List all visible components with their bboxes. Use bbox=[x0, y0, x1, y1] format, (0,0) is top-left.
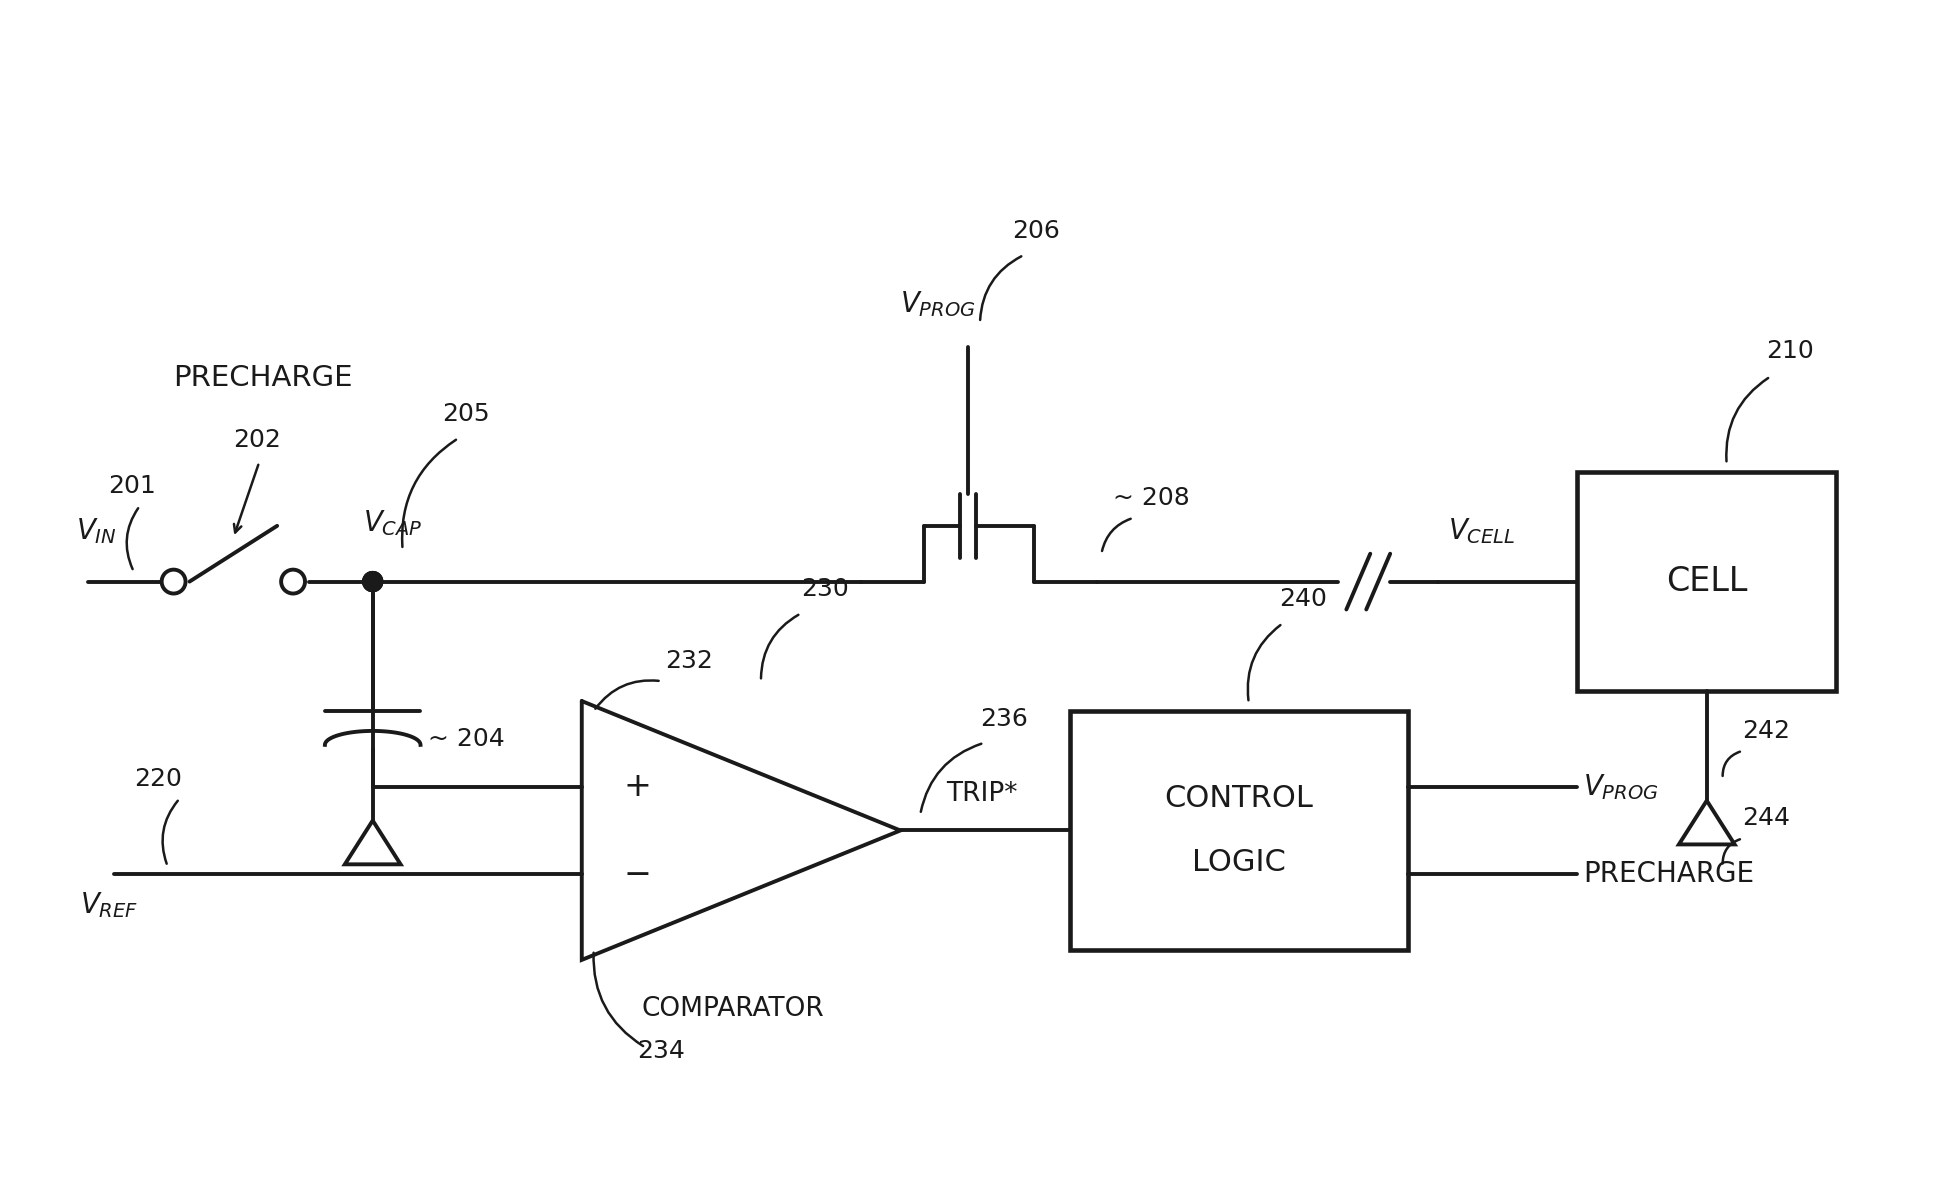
Text: CELL: CELL bbox=[1666, 565, 1748, 598]
Circle shape bbox=[363, 571, 382, 592]
Circle shape bbox=[161, 570, 186, 593]
Text: ~ 208: ~ 208 bbox=[1113, 486, 1190, 510]
Text: 232: 232 bbox=[664, 650, 713, 674]
Text: CONTROL: CONTROL bbox=[1164, 784, 1313, 813]
Text: $V_{\mathregular{CELL}}$: $V_{\mathregular{CELL}}$ bbox=[1448, 516, 1515, 546]
Text: 242: 242 bbox=[1742, 719, 1791, 743]
Text: 202: 202 bbox=[233, 428, 280, 452]
Text: +: + bbox=[623, 770, 651, 804]
Text: LOGIC: LOGIC bbox=[1192, 848, 1286, 877]
Text: $V_{\mathregular{PROG}}$: $V_{\mathregular{PROG}}$ bbox=[900, 289, 976, 319]
Text: 201: 201 bbox=[108, 474, 155, 498]
Text: −: − bbox=[623, 858, 651, 890]
Circle shape bbox=[280, 570, 306, 593]
Circle shape bbox=[363, 571, 382, 592]
Text: 244: 244 bbox=[1742, 806, 1791, 830]
Text: ~ 204: ~ 204 bbox=[429, 727, 506, 751]
Text: 210: 210 bbox=[1766, 338, 1815, 362]
Text: 234: 234 bbox=[637, 1039, 686, 1063]
Text: $V_{\mathregular{REF}}$: $V_{\mathregular{REF}}$ bbox=[80, 890, 139, 920]
Text: 236: 236 bbox=[980, 707, 1027, 731]
Text: 230: 230 bbox=[802, 577, 849, 602]
Text: PRECHARGE: PRECHARGE bbox=[174, 365, 353, 392]
Bar bbox=[1578, 472, 1837, 691]
Text: TRIP*: TRIP* bbox=[947, 781, 1017, 806]
Bar bbox=[1070, 711, 1407, 950]
Text: 220: 220 bbox=[133, 766, 182, 790]
Circle shape bbox=[363, 571, 382, 592]
Text: PRECHARGE: PRECHARGE bbox=[1584, 860, 1754, 888]
Text: 240: 240 bbox=[1278, 587, 1327, 611]
Text: 206: 206 bbox=[1011, 219, 1060, 243]
Text: COMPARATOR: COMPARATOR bbox=[641, 996, 825, 1021]
Text: $V_{\mathregular{IN}}$: $V_{\mathregular{IN}}$ bbox=[76, 516, 118, 546]
Text: 205: 205 bbox=[443, 402, 490, 426]
Text: $V_{\mathregular{PROG}}$: $V_{\mathregular{PROG}}$ bbox=[1584, 772, 1658, 801]
Text: $V_{\mathregular{CAP}}$: $V_{\mathregular{CAP}}$ bbox=[363, 508, 421, 538]
